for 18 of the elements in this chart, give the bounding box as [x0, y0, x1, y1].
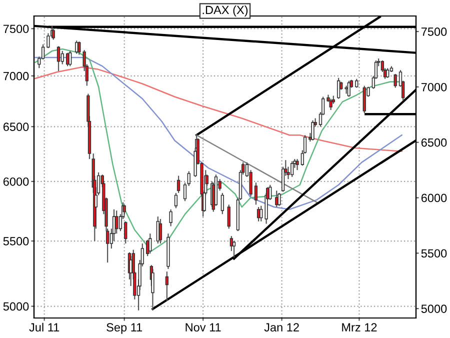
y-tick-label: 7500: [3, 24, 29, 34]
y2-tick-label: 5000: [421, 304, 447, 313]
x-tick-label: Mrz 12: [342, 323, 377, 332]
y2-tick-label: 6500: [421, 138, 447, 147]
y-tick-label: 7000: [3, 72, 29, 80]
x-tick-label: Jan 12: [264, 323, 299, 332]
y-tick-label: 5000: [3, 302, 29, 311]
x-tick-label: Nov 11: [186, 323, 221, 332]
y-tick-label: 6000: [3, 177, 29, 186]
x-tick-label: Sep 11: [106, 323, 142, 334]
y2-tick-label: 5500: [421, 249, 447, 258]
y-tick-label: 6500: [3, 122, 29, 132]
y2-tick-label: 7000: [421, 82, 447, 92]
y2-tick-label: 7500: [421, 28, 447, 36]
y2-tick-label: 6000: [421, 194, 447, 202]
x-tick-label: Jul 11: [29, 322, 60, 332]
y-tick-label: 5500: [3, 237, 29, 246]
chart-title: .DAX (X): [202, 6, 248, 16]
